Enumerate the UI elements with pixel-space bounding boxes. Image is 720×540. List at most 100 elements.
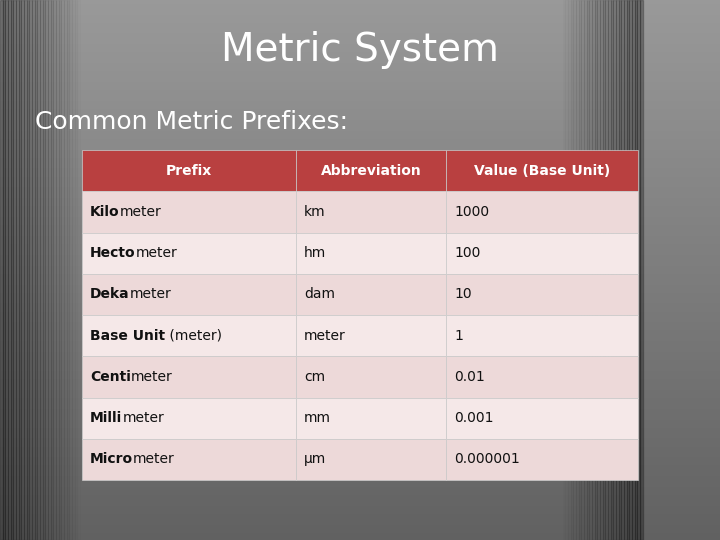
Bar: [0, 256, 720, 259]
Bar: [69, 0, 72, 540]
Bar: [0, 70, 720, 73]
Bar: [296, 397, 446, 438]
Bar: [16, 0, 19, 540]
Bar: [0, 159, 720, 162]
Bar: [0, 373, 720, 375]
Bar: [603, 0, 606, 540]
Text: Common Metric Prefixes:: Common Metric Prefixes:: [35, 110, 348, 134]
Bar: [568, 0, 571, 540]
Bar: [0, 510, 720, 513]
Text: μm: μm: [304, 453, 326, 467]
Bar: [600, 0, 603, 540]
Bar: [0, 22, 720, 24]
Bar: [587, 0, 590, 540]
Bar: [0, 340, 720, 343]
Text: Metric System: Metric System: [221, 31, 499, 69]
Bar: [0, 464, 720, 467]
Bar: [0, 248, 720, 251]
Bar: [0, 92, 720, 94]
Bar: [0, 275, 720, 278]
Bar: [82, 438, 296, 480]
Bar: [45, 0, 48, 540]
Bar: [616, 0, 618, 540]
Bar: [0, 413, 720, 416]
Bar: [0, 394, 720, 397]
Text: Hecto: Hecto: [90, 246, 135, 260]
Bar: [0, 100, 720, 103]
Bar: [0, 478, 720, 481]
Bar: [571, 0, 573, 540]
Bar: [0, 378, 720, 381]
Bar: [48, 0, 50, 540]
Bar: [0, 154, 720, 157]
Text: 0.001: 0.001: [454, 411, 494, 425]
Bar: [0, 364, 720, 367]
Text: Abbreviation: Abbreviation: [320, 164, 421, 178]
Bar: [0, 440, 720, 443]
Bar: [0, 529, 720, 532]
Bar: [0, 49, 720, 51]
Bar: [0, 221, 720, 224]
Text: Milli: Milli: [90, 411, 122, 425]
Bar: [446, 438, 638, 480]
Bar: [0, 489, 720, 491]
Bar: [0, 8, 720, 11]
Bar: [0, 481, 720, 483]
Bar: [0, 459, 720, 462]
Bar: [0, 462, 720, 464]
Bar: [595, 0, 598, 540]
Text: hm: hm: [304, 246, 326, 260]
Bar: [0, 105, 720, 108]
Bar: [0, 167, 720, 170]
Bar: [0, 526, 720, 529]
Bar: [0, 35, 720, 38]
Bar: [0, 119, 720, 122]
Bar: [0, 230, 720, 232]
Text: Base Unit: Base Unit: [90, 329, 165, 342]
Bar: [0, 397, 720, 400]
Bar: [0, 321, 720, 324]
Bar: [0, 157, 720, 159]
Bar: [629, 0, 632, 540]
Bar: [0, 11, 720, 14]
Bar: [0, 456, 720, 459]
Bar: [0, 176, 720, 178]
Bar: [0, 224, 720, 227]
Text: Value (Base Unit): Value (Base Unit): [474, 164, 611, 178]
Bar: [0, 289, 720, 292]
Bar: [0, 270, 720, 273]
Bar: [296, 191, 446, 233]
Bar: [296, 356, 446, 397]
Bar: [0, 76, 720, 78]
Bar: [0, 454, 720, 456]
Bar: [0, 130, 720, 132]
Bar: [0, 24, 720, 27]
Text: Prefix: Prefix: [166, 164, 212, 178]
Bar: [53, 0, 56, 540]
Bar: [0, 84, 720, 86]
Bar: [0, 0, 720, 3]
Bar: [0, 211, 720, 213]
Bar: [0, 435, 720, 437]
Bar: [19, 0, 22, 540]
Bar: [0, 448, 720, 451]
Bar: [0, 238, 720, 240]
Bar: [72, 0, 75, 540]
Bar: [0, 308, 720, 310]
Bar: [446, 356, 638, 397]
Bar: [0, 537, 720, 540]
Bar: [0, 27, 720, 30]
Bar: [0, 232, 720, 235]
Bar: [296, 233, 446, 274]
Bar: [0, 383, 720, 386]
Bar: [632, 0, 634, 540]
Text: 0.01: 0.01: [454, 370, 485, 384]
Bar: [0, 286, 720, 289]
Bar: [296, 274, 446, 315]
Bar: [0, 59, 720, 62]
Bar: [0, 262, 720, 265]
Bar: [0, 292, 720, 294]
Bar: [30, 0, 32, 540]
Bar: [0, 297, 720, 300]
Bar: [598, 0, 600, 540]
